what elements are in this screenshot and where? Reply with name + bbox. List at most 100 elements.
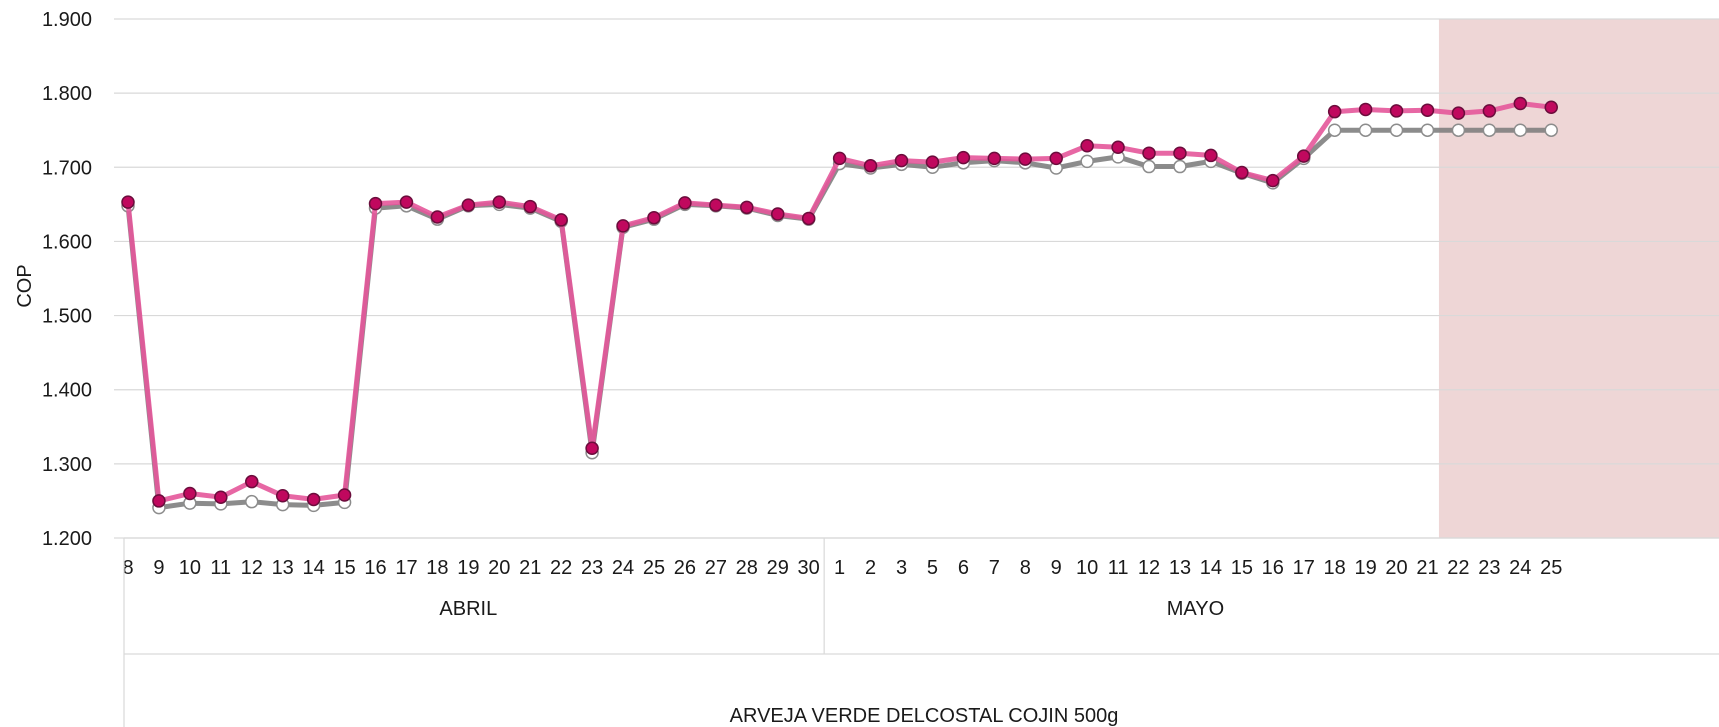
series-pink-point [1204,148,1218,163]
series-pink-point [183,486,197,501]
x-tick-label: 29 [767,557,789,579]
series-pink-point [863,159,878,173]
series-pink-point [678,196,692,210]
series-gray-point [245,494,259,509]
series-pink-point [801,211,816,226]
series-pink-point [1266,173,1280,188]
series-gray-point [1080,154,1094,169]
x-tick-label: 9 [153,557,164,579]
month-label: ABRIL [439,598,497,620]
series-pink-point [399,195,414,209]
series-pink-point [770,207,785,221]
y-tick-label: 1.900 [42,9,92,31]
series-pink-point [306,492,321,507]
x-tick-label: 17 [1293,557,1315,579]
y-tick-label: 1.400 [42,380,92,402]
x-tick-label: 19 [1354,557,1376,579]
x-tick-label: 8 [122,557,133,579]
series-gray-line [125,127,1552,511]
highlight-region [1438,19,1719,538]
product-label: ARVEJA VERDE DELCOSTAL COJIN 500g [730,705,1119,727]
series-pink-point [1482,104,1497,118]
series-gray-point [1142,159,1156,174]
x-tick-label: 30 [798,557,820,579]
x-tick-label: 26 [674,557,696,579]
series-pink-point [1049,151,1063,166]
series-pink-point [430,210,445,224]
y-tick-label: 1.200 [42,528,92,550]
x-tick-label: 18 [426,557,448,579]
series-gray-point [1420,123,1435,137]
x-tick-label: 6 [958,557,969,579]
series-pink-point [1327,104,1342,119]
series-pink-point [1142,146,1156,160]
series-pink-point [1389,104,1404,118]
series-pink-point [616,219,630,233]
series-pink-point [1451,106,1466,120]
x-tick-label: 11 [1108,557,1129,579]
series-pink-point [1173,146,1187,160]
series-gray-point [1173,159,1187,174]
x-tick-label: 28 [736,557,758,579]
series-pink-point [1018,152,1033,166]
x-tick-label: 22 [1447,557,1469,579]
series-gray-point [1358,123,1373,137]
series-pink-point [894,153,909,168]
x-tick-label: 7 [989,557,1000,579]
series-pink-point [214,490,228,504]
series-pink-point [1420,103,1435,117]
y-axis-ticks: 1.200 1.300 1.400 1.500 1.600 1.700 1.800 1.900 [42,9,92,550]
series-pink-point [1544,100,1558,114]
x-tick-label: 19 [457,557,479,579]
x-tick-label: 11 [210,557,231,579]
x-tick-label: 17 [395,557,417,579]
series-pink-point [925,155,940,169]
x-tick-label: 15 [1231,557,1253,579]
y-tick-label: 1.300 [42,454,92,476]
x-tick-label: 12 [241,557,263,579]
series-pink-point [1235,165,1249,180]
y-tick-label: 1.600 [42,231,92,253]
series-gray-point [1513,123,1528,137]
x-tick-label: 14 [1200,557,1222,579]
x-tick-label: 23 [581,557,603,579]
month-label: MAYO [1167,598,1224,620]
x-tick-label: 5 [927,557,938,579]
series-pink-point [1080,139,1094,153]
highlight-layer [1438,19,1719,538]
series-pink-point [585,441,599,456]
series-pink-point [554,213,568,227]
series-pink-point [275,488,290,503]
x-tick-label: 21 [1416,557,1438,579]
series-pink-point [1111,140,1125,155]
series-pink-point [956,150,971,165]
x-tick-label: 16 [364,557,386,579]
series-gray-point [1451,123,1466,137]
x-tick-label: 15 [333,557,355,579]
x-axis: 8 9 10 11 12 13 14 15 16 17 18 19 20 21 22 23 24 25 26 27 28… [122,537,1719,727]
x-tick-label: 8 [1020,557,1031,579]
x-tick-label: 23 [1478,557,1500,579]
series-pink-point [492,195,507,209]
series-pink-point [1296,149,1311,163]
series-pink-point [1513,96,1528,111]
x-tick-label: 21 [519,557,541,579]
x-tick-label: 18 [1324,557,1346,579]
series-pink-point [1358,102,1373,117]
series-gray-point [1482,123,1497,137]
x-tick-label: 20 [488,557,510,579]
series-gray-point [1389,123,1404,137]
series-pink-point [647,210,661,225]
series-gray-point [1544,123,1558,137]
x-tick-label: 9 [1051,557,1062,579]
series-pink-point [709,198,723,212]
y-axis-title: COP [14,264,36,307]
x-tick-label: 22 [550,557,572,579]
y-tick-label: 1.500 [42,306,92,328]
x-tick-label: 10 [1076,557,1098,579]
x-tick-label: 2 [865,557,876,579]
x-tick-label: 13 [272,557,294,579]
x-tick-label: 24 [612,557,634,579]
